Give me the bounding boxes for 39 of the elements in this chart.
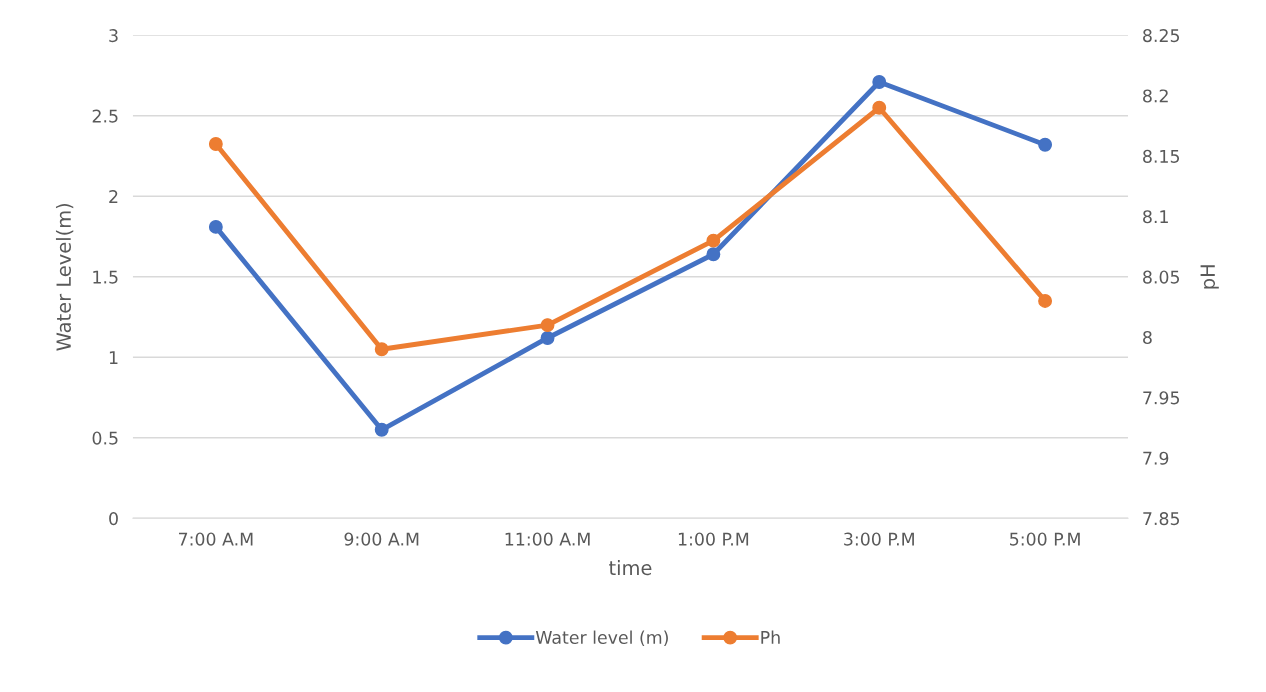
y2-axis-title: pH [1200, 265, 1219, 289]
y-tick-label: 2.5 [92, 109, 118, 123]
x-tick-label: 5:00 P.M [1010, 532, 1080, 546]
point [208, 137, 223, 151]
point [374, 422, 389, 437]
y-tick-label: 1 [109, 351, 118, 364]
legend-label: Water level (m) [535, 630, 668, 647]
x-tick-label: 9:00 A.M [344, 532, 419, 546]
y-tick-label: 1.5 [93, 270, 118, 284]
x-tick-label: 11:00 A.M [505, 532, 590, 546]
x-tick-label: 7:00 A.M [178, 532, 253, 546]
y2-tick-label: 8.15 [1143, 149, 1180, 163]
x-axis-title: time [609, 560, 652, 576]
point [872, 100, 887, 115]
y2-tick-label: 8.1 [1143, 210, 1168, 224]
y2-tick-label: 8.2 [1143, 89, 1168, 103]
point [1038, 137, 1053, 152]
point [374, 342, 389, 357]
point [208, 219, 223, 234]
x-tick-label: 1:00 P.M [678, 532, 749, 546]
point [1038, 294, 1053, 308]
point [540, 331, 555, 345]
y-tick-label: 0.5 [92, 431, 118, 445]
point [540, 318, 555, 333]
legend-label: Ph [761, 630, 780, 644]
y-tick-label: 0 [109, 512, 118, 526]
y2-tick-label: 7.9 [1143, 451, 1169, 465]
y2-tick-label: 8.25 [1143, 29, 1180, 43]
y-tick-label: 3 [109, 29, 118, 43]
y-axis-title: Water Level(m) [55, 203, 74, 351]
y2-tick-label: 8.05 [1143, 270, 1180, 284]
y-tick-label: 2 [109, 190, 118, 203]
point [706, 247, 721, 262]
y2-tick-label: 7.85 [1143, 512, 1180, 526]
x-tick-label: 3:00 P.M [844, 532, 914, 546]
point [872, 75, 887, 89]
y2-tick-label: 7.95 [1143, 391, 1180, 405]
point [706, 233, 721, 248]
y2-tick-label: 8 [1143, 330, 1152, 345]
